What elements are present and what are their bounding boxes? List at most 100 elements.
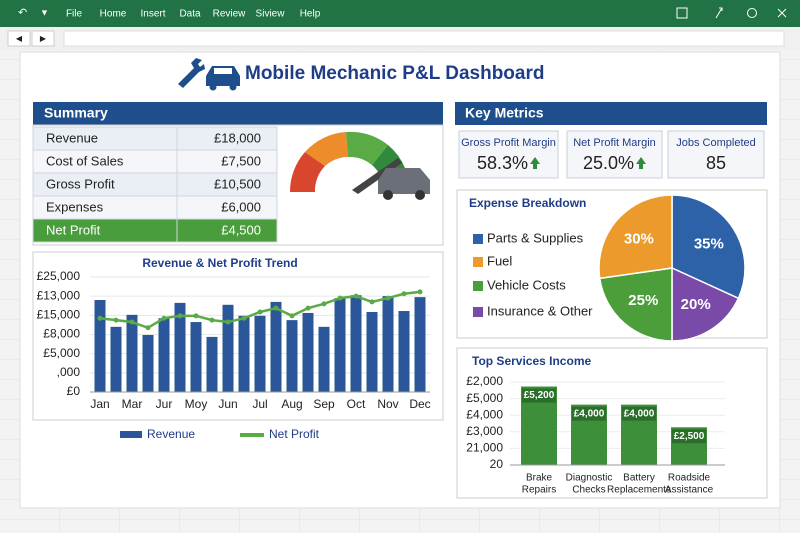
gauge-green (346, 131, 388, 165)
y-tick-label: £15,000 (37, 308, 81, 322)
gauge-wrench (352, 158, 402, 194)
value-label: £4,000 (624, 408, 655, 419)
menu-item[interactable]: Help (300, 9, 321, 20)
revenue-bar (382, 296, 394, 392)
profit-point (177, 313, 183, 319)
pie-label: 30% (624, 230, 654, 247)
row-value: £10,500 (214, 176, 261, 191)
menu-item[interactable]: Siview (256, 9, 286, 20)
metrics-heading: Key Metrics (465, 105, 544, 121)
legend-label: Vehicle Costs (487, 277, 566, 292)
profit-point (113, 317, 119, 323)
gauge-wheel (383, 190, 393, 200)
metric-value: 58.3% (477, 153, 528, 173)
x-tick-label: Jan (90, 397, 109, 411)
x-tick-label: Nov (377, 397, 398, 411)
summary-heading: Summary (44, 105, 108, 121)
metric-card (667, 130, 765, 179)
menu-item[interactable]: Review (213, 9, 247, 20)
revenue-bar (318, 326, 330, 392)
x-tick-label: Dec (409, 397, 430, 411)
x-tick-label: Assistance (665, 485, 714, 496)
value-label: £2,500 (674, 431, 705, 442)
x-tick-label: Oct (347, 397, 366, 411)
back-icon: ◀ (16, 34, 23, 43)
dashboard-title: Mobile Mechanic P&L Dashboard (245, 63, 544, 84)
menu-item[interactable]: Data (179, 9, 201, 20)
trend-up-arrow (636, 157, 647, 169)
profit-point (97, 315, 103, 321)
revenue-bar (206, 336, 218, 392)
wrench-icon (178, 58, 205, 88)
revenue-bar (350, 295, 362, 392)
y-tick-label: £13,000 (37, 288, 81, 302)
legend-swatch (473, 281, 483, 291)
expense-title: Expense Breakdown (469, 196, 586, 210)
revenue-bar (398, 311, 410, 392)
profit-point (321, 301, 327, 307)
profit-point (385, 295, 391, 301)
menu-item[interactable]: Insert (140, 9, 165, 20)
y-tick-label: 21,000 (466, 441, 503, 455)
y-tick-label: 20 (490, 457, 504, 471)
profit-point (145, 325, 151, 331)
x-tick-label: Diagnostic (566, 473, 613, 484)
share-icon[interactable] (715, 7, 723, 19)
menu-icon[interactable]: ▼ (40, 7, 49, 17)
row-value: £6,000 (221, 199, 261, 214)
x-tick-label: Replacements (607, 485, 671, 496)
services-title: Top Services Income (472, 354, 591, 368)
forward-icon: ▶ (40, 34, 47, 43)
y-tick-label: £5,000 (466, 391, 503, 405)
trend-title: Revenue & Net Profit Trend (142, 256, 297, 270)
profit-point (257, 309, 263, 315)
revenue-bar (334, 298, 346, 392)
forward-button[interactable] (31, 30, 55, 47)
profit-point (129, 319, 135, 325)
profit-point (369, 299, 375, 305)
pie-slice (671, 194, 746, 300)
formula-bar[interactable] (63, 30, 785, 47)
x-tick-label: Mar (122, 397, 143, 411)
revenue-bar (190, 322, 202, 392)
revenue-bar (222, 304, 234, 392)
metric-label: Gross Profit Margin (461, 137, 556, 149)
x-tick-label: Checks (572, 485, 605, 496)
metric-value: 85 (706, 153, 726, 173)
profit-point (417, 289, 423, 295)
profit-point (273, 305, 279, 311)
metric-value: 25.0% (583, 153, 634, 173)
x-tick-label: Jul (252, 397, 267, 411)
pie-slice (671, 266, 740, 342)
title-icon (178, 58, 240, 91)
close-icon[interactable] (777, 8, 787, 18)
revenue-bar (158, 318, 170, 392)
revenue-bar (254, 315, 266, 392)
y-tick-label: £3,000 (466, 424, 503, 438)
profit-point (193, 313, 199, 319)
menu-item[interactable]: File (66, 9, 83, 20)
row-label: Expenses (46, 199, 104, 214)
back-button[interactable] (7, 30, 31, 47)
revenue-bar (270, 301, 282, 392)
refresh-icon[interactable] (747, 8, 757, 18)
menu-item[interactable]: Home (100, 9, 127, 20)
profit-point (289, 313, 295, 319)
legend-label: Revenue (147, 427, 195, 441)
x-tick-label: Battery (623, 473, 655, 484)
profit-point (353, 293, 359, 299)
revenue-bar (126, 314, 138, 392)
y-tick-label: ,000 (57, 365, 81, 379)
car-wheel (229, 83, 237, 91)
x-tick-label: Repairs (522, 485, 556, 496)
profit-point (337, 295, 343, 301)
revenue-bar (302, 312, 314, 392)
revenue-bar (174, 302, 186, 392)
legend-label: Insurance & Other (487, 303, 593, 318)
undo-icon[interactable]: ↶ (18, 7, 27, 19)
value-label-bg (622, 406, 656, 421)
metric-label: Net Profit Margin (573, 137, 656, 149)
layout-icon[interactable] (676, 7, 688, 19)
legend-swatch (473, 257, 483, 267)
